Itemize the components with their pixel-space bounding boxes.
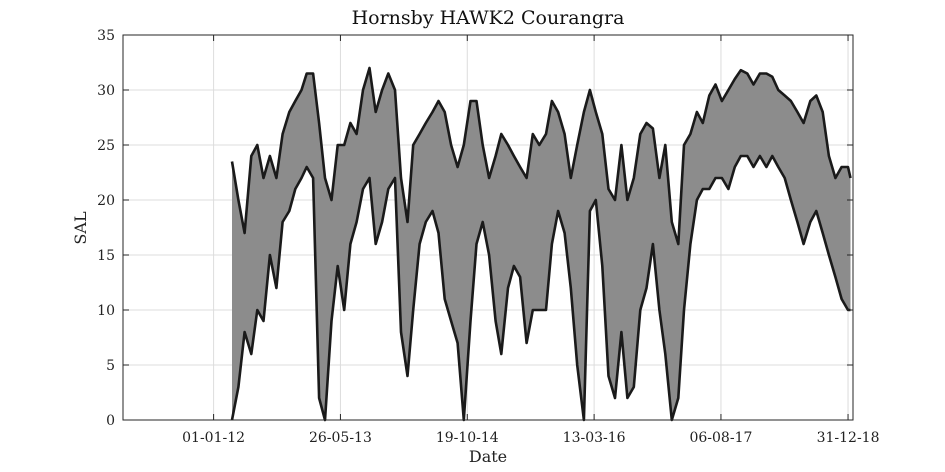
y-tick-label: 35 xyxy=(97,28,115,44)
x-axis-label: Date xyxy=(469,447,507,466)
x-tick-label: 01-01-12 xyxy=(182,430,245,446)
y-tick-label: 20 xyxy=(97,193,115,209)
y-axis-label: SAL xyxy=(71,211,90,245)
y-tick-label: 0 xyxy=(106,413,115,429)
plot-area-frame xyxy=(122,34,854,421)
x-tick-label: 19-10-14 xyxy=(436,430,499,446)
axis-ticks: 0 5 10 15 20 25 30 35 01-01-12 26-05-13 19-10-14 13… xyxy=(97,28,879,446)
x-tick-label: 13-03-16 xyxy=(563,430,626,446)
y-tick-label: 10 xyxy=(97,303,115,319)
salinity-upper-envelope xyxy=(230,66,852,246)
x-tick-label: 26-05-13 xyxy=(309,430,372,446)
y-tick-label: 30 xyxy=(97,83,115,99)
y-tick-label: 25 xyxy=(97,138,115,154)
salinity-range-band xyxy=(232,68,851,420)
y-tick-label: 5 xyxy=(106,358,115,374)
y-tick-label: 15 xyxy=(97,248,115,264)
salinity-lower-envelope xyxy=(230,154,851,422)
x-tick-label: 31-12-18 xyxy=(817,430,880,446)
chart-title: Hornsby HAWK2 Courangra xyxy=(352,7,625,29)
x-tick-label: 06-08-17 xyxy=(689,430,752,446)
salinity-series xyxy=(230,66,852,422)
